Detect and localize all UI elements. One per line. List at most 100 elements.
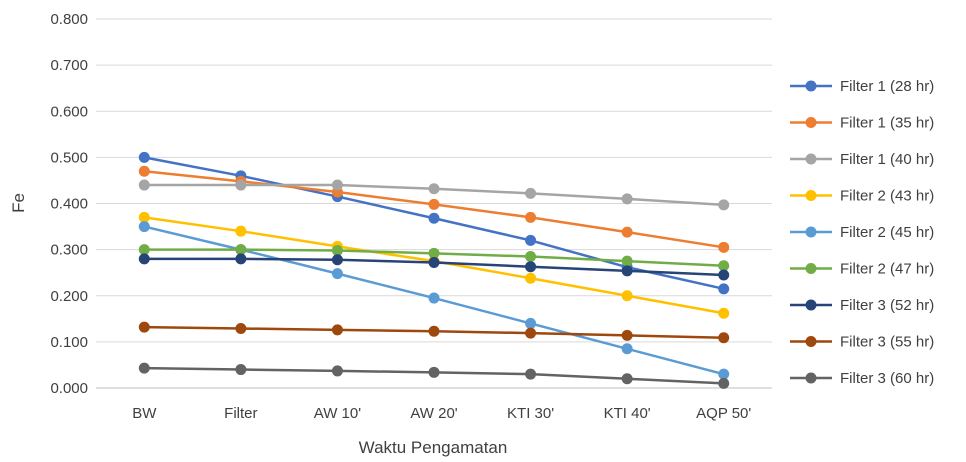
data-point — [718, 377, 730, 389]
data-point — [138, 362, 150, 374]
x-tick-label: AW 20' — [410, 405, 457, 422]
data-point — [525, 272, 537, 284]
data-point — [428, 257, 440, 269]
data-point — [331, 245, 343, 257]
y-axis-ticks: 0.000 0.100 0.200 0.300 0.400 0.500 0.600 0.700… — [50, 11, 88, 397]
series-2 — [138, 165, 730, 253]
data-point — [331, 179, 343, 191]
data-point — [621, 343, 633, 355]
data-point — [138, 151, 150, 163]
legend-label: Filter 3 (55 hr) — [840, 334, 934, 351]
data-point — [428, 325, 440, 337]
data-point — [331, 365, 343, 377]
x-tick-label: AQP 50' — [696, 405, 751, 422]
legend-swatch-marker — [805, 372, 817, 384]
legend-item: Filter 1 (28 hr) — [790, 78, 934, 95]
series-5 — [138, 221, 730, 380]
data-point — [621, 373, 633, 385]
data-point — [718, 199, 730, 211]
legend-item: Filter 2 (43 hr) — [790, 188, 934, 205]
legend-label: Filter 3 (60 hr) — [840, 370, 934, 387]
data-point — [525, 368, 537, 380]
data-point — [718, 332, 730, 344]
legend-swatch-marker — [805, 226, 817, 238]
legend-item: Filter 1 (40 hr) — [790, 151, 934, 168]
y-tick-label: 0.800 — [50, 11, 88, 28]
data-point — [621, 226, 633, 238]
data-point — [428, 198, 440, 210]
x-tick-label: Filter — [224, 405, 257, 422]
legend-label: Filter 1 (35 hr) — [840, 115, 934, 132]
data-point — [718, 269, 730, 281]
data-point — [235, 364, 247, 376]
data-point — [428, 247, 440, 259]
data-point — [621, 193, 633, 205]
data-point — [525, 261, 537, 273]
x-tick-label: BW — [132, 405, 157, 422]
data-point — [138, 211, 150, 223]
legend-swatch-marker — [805, 117, 817, 128]
series-lines — [138, 151, 730, 389]
legend-swatch-marker — [805, 336, 817, 347]
legend-item: Filter 3 (52 hr) — [790, 297, 934, 314]
data-point — [525, 211, 537, 223]
data-point — [525, 327, 537, 339]
legend-swatch-marker — [805, 263, 817, 274]
legend-label: Filter 1 (28 hr) — [840, 78, 934, 95]
series-7 — [138, 253, 730, 281]
y-tick-label: 0.000 — [50, 380, 88, 397]
y-tick-label: 0.300 — [50, 242, 88, 259]
y-tick-label: 0.600 — [50, 103, 88, 120]
data-point — [235, 244, 247, 256]
data-point — [525, 234, 537, 246]
series-1 — [138, 151, 730, 295]
x-axis-ticks: BW Filter AW 10' AW 20' KTI 30' KTI 40' AQP 50… — [132, 405, 751, 422]
legend-item: Filter 3 (55 hr) — [790, 334, 934, 351]
y-tick-label: 0.500 — [50, 149, 88, 166]
x-tick-label: KTI 40' — [604, 405, 651, 422]
data-point — [621, 255, 633, 267]
legend-label: Filter 3 (52 hr) — [840, 297, 934, 314]
legend-item: Filter 1 (35 hr) — [790, 115, 934, 132]
legend-label: Filter 2 (43 hr) — [840, 188, 934, 205]
data-point — [718, 241, 730, 253]
data-point — [621, 329, 633, 341]
y-tick-label: 0.200 — [50, 288, 88, 305]
legend-label: Filter 2 (47 hr) — [840, 261, 934, 278]
data-point — [235, 225, 247, 237]
legend-swatch-marker — [805, 190, 817, 201]
x-axis-title: Waktu Pengamatan — [359, 438, 508, 457]
data-point — [525, 317, 537, 329]
data-point — [235, 253, 247, 265]
data-point — [138, 179, 150, 191]
data-point — [525, 187, 537, 199]
data-point — [138, 253, 150, 265]
data-point — [428, 212, 440, 224]
legend-item: Filter 3 (60 hr) — [790, 370, 934, 387]
legend-swatch-marker — [805, 153, 817, 165]
legend-swatch-marker — [805, 299, 817, 311]
data-point — [718, 368, 730, 380]
legend-item: Filter 2 (45 hr) — [790, 224, 934, 241]
y-tick-label: 0.400 — [50, 196, 88, 213]
data-point — [718, 260, 730, 272]
data-point — [235, 179, 247, 191]
legend-label: Filter 2 (45 hr) — [840, 224, 934, 241]
y-axis-title: Fe — [9, 193, 28, 213]
legend-item: Filter 2 (47 hr) — [790, 261, 934, 278]
data-point — [621, 290, 633, 302]
series-3 — [138, 179, 730, 211]
data-point — [331, 254, 343, 266]
data-point — [621, 265, 633, 277]
series-6 — [138, 244, 730, 272]
data-point — [331, 324, 343, 336]
x-tick-label: AW 10' — [314, 405, 361, 422]
x-tick-label: KTI 30' — [507, 405, 554, 422]
data-point — [428, 183, 440, 195]
series-9 — [138, 362, 730, 389]
data-point — [428, 292, 440, 304]
data-point — [138, 321, 150, 333]
data-point — [331, 268, 343, 280]
legend-swatch-marker — [805, 80, 817, 92]
